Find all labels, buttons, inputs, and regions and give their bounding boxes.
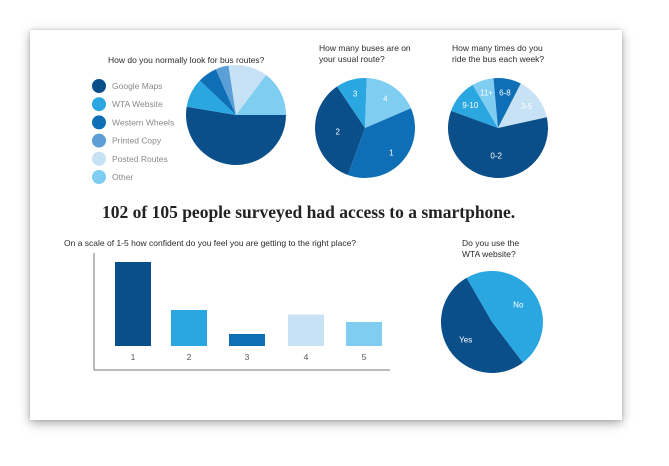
legend-swatch bbox=[92, 97, 106, 112]
pie-slice-label: Yes bbox=[459, 336, 472, 345]
legend-swatch bbox=[92, 170, 106, 184]
pie5-title-line1: Do you use the bbox=[462, 238, 519, 248]
pie-slice-label: 3 bbox=[353, 89, 358, 98]
bar-chart: 1 2 3 4 5 bbox=[115, 262, 382, 362]
pie-slice-printed-copy bbox=[215, 65, 236, 115]
pie2-title-line2: your usual route? bbox=[319, 54, 385, 64]
pie-slice-label: 1 bbox=[389, 149, 394, 158]
bar-1 bbox=[115, 262, 151, 346]
legend-label: Posted Routes bbox=[112, 154, 168, 164]
pie3-title-line2: ride the bus each week? bbox=[452, 54, 544, 64]
pie-slice-9-10 bbox=[451, 84, 498, 128]
legend-swatch bbox=[92, 133, 106, 148]
legend-label: Printed Copy bbox=[112, 136, 162, 146]
pie-slice-label: 2 bbox=[335, 127, 340, 136]
pie-slice-label: No bbox=[513, 301, 524, 310]
bar-tick-label: 2 bbox=[187, 352, 192, 362]
pie1-legend: Google Maps WTA Website Western Wheels Prin… bbox=[92, 79, 174, 184]
legend-label: Western Wheels bbox=[112, 117, 174, 127]
legend-swatch bbox=[92, 151, 106, 166]
pie3-title-line1: How many times do you bbox=[452, 43, 543, 53]
pie-slice-wta-website bbox=[186, 80, 236, 115]
pie-slice-0-2 bbox=[448, 110, 549, 179]
pie2-title-line1: How many buses are on bbox=[319, 43, 411, 53]
pie-slice-google-maps bbox=[186, 106, 286, 165]
infographic-canvas: How do you normally look for bus routes?… bbox=[64, 43, 549, 374]
legend-swatch bbox=[92, 79, 106, 93]
bar-tick-label: 3 bbox=[245, 352, 250, 362]
bar-4 bbox=[288, 314, 324, 346]
pie-slice-label: 0-2 bbox=[490, 151, 502, 160]
legend-swatch bbox=[92, 115, 106, 130]
pie1-title: How do you normally look for bus routes? bbox=[108, 55, 265, 65]
pie-slice-posted-routes bbox=[228, 64, 267, 115]
bar-tick-label: 4 bbox=[304, 352, 309, 362]
pie-slice-6-8 bbox=[493, 78, 521, 128]
headline: 102 of 105 people surveyed had access to… bbox=[102, 202, 515, 222]
pie-slice-western-wheels bbox=[199, 69, 236, 115]
pie-slice-other bbox=[236, 75, 286, 115]
pie-slice-3 bbox=[337, 77, 367, 128]
pie-slice-11- bbox=[472, 78, 498, 128]
pie-slice-4 bbox=[365, 78, 411, 128]
pie-slice-1 bbox=[347, 108, 416, 178]
pie-slice-no bbox=[466, 271, 543, 363]
pie-slice-label: 3-5 bbox=[521, 102, 533, 111]
bar-chart-title: On a scale of 1-5 how confident do you f… bbox=[64, 238, 356, 248]
legend-label: Other bbox=[112, 172, 133, 182]
pie-slice-label: 11+ bbox=[480, 88, 493, 97]
pie1-chart bbox=[186, 64, 286, 165]
pie-slice-yes bbox=[440, 277, 523, 374]
legend-label: WTA Website bbox=[112, 99, 163, 109]
infographic-card: How do you normally look for bus routes?… bbox=[30, 30, 622, 420]
pie5-chart: No Yes bbox=[440, 271, 543, 374]
bar-2 bbox=[171, 310, 207, 346]
pie-slice-label: 4 bbox=[383, 94, 388, 103]
pie-slice-2 bbox=[315, 86, 365, 175]
legend-label: Google Maps bbox=[112, 81, 163, 91]
pie-slice-label: 9-10 bbox=[462, 101, 479, 110]
bar-5 bbox=[346, 322, 382, 346]
pie-slice-3-5 bbox=[498, 83, 547, 128]
pie-slice-label: 6-8 bbox=[499, 89, 511, 98]
pie5-title-line2: WTA website? bbox=[462, 249, 516, 259]
pie2-chart: 2 3 4 1 bbox=[315, 77, 416, 178]
bar-tick-label: 1 bbox=[131, 352, 136, 362]
bar-3 bbox=[229, 334, 265, 346]
bar-tick-label: 5 bbox=[362, 352, 367, 362]
